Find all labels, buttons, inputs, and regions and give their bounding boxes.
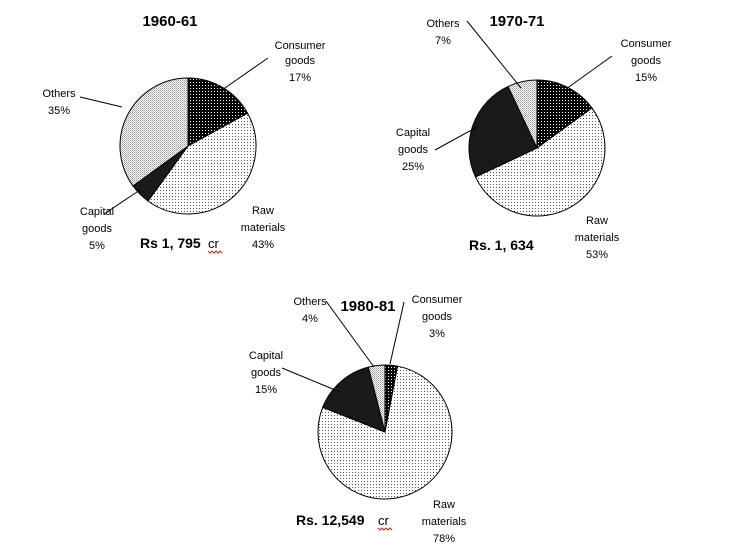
slice-name-label: Others (42, 88, 76, 100)
slice-name-label: materials (575, 232, 620, 244)
slice-name-label: Capital (80, 206, 114, 218)
leader-line (325, 300, 375, 368)
slice-name-label: goods (398, 144, 428, 156)
leader-line (79, 96, 123, 108)
pie-slice-others (367, 364, 386, 433)
leader-line (434, 126, 478, 151)
slice-percent-label: 78% (433, 533, 455, 545)
leader-line (103, 189, 141, 215)
slice-percent-label: 25% (402, 161, 424, 173)
total-value-label: Rs. 12,549 (296, 512, 365, 528)
slice-percent-label: 15% (635, 72, 657, 84)
pie-chart-title: 1980-81 (340, 298, 395, 315)
leader-line (389, 301, 405, 365)
slice-name-label: Consumer (621, 38, 672, 50)
pie-slice-others (507, 79, 538, 149)
pie-chart-1960-61: 1960-61 Consumer goods 17% Raw materials 43% Ca… (42, 13, 326, 254)
slice-percent-label: 53% (586, 249, 608, 261)
spellcheck-squiggle (377, 527, 393, 531)
pie-slice-raw-materials (474, 107, 606, 217)
slice-percent-label: 4% (302, 313, 318, 325)
pie-chart-title: 1970-71 (489, 13, 544, 30)
leader-line (565, 55, 613, 90)
slice-percent-label: 15% (255, 384, 277, 396)
total-value-label: Rs. 1, 634 (469, 237, 534, 253)
slice-name-label: goods (285, 55, 315, 67)
slice-name-label: Raw (586, 215, 608, 227)
leader-line (281, 367, 341, 393)
pie-slice-others (119, 77, 189, 187)
pie-chart-1980-81: 1980-81 Consumer goods 3% Raw materials 78% Cap… (249, 294, 467, 545)
pie-slice-capital-goods (468, 85, 538, 178)
pie-chart-1970-71: 1970-71 Consumer goods 15% Raw materials 53% Ca… (396, 13, 672, 261)
pie-slice-capital-goods (322, 366, 386, 433)
slice-name-label: Capital (396, 127, 430, 139)
slice-name-label: Consumer (412, 294, 463, 306)
slice-percent-label: 17% (289, 72, 311, 84)
slice-name-label: materials (241, 222, 286, 234)
spellcheck-squiggle (207, 250, 223, 254)
slice-percent-label: 7% (435, 35, 451, 47)
slice-name-label: goods (631, 55, 661, 67)
total-value-label: Rs 1, 795 (140, 235, 201, 251)
slice-name-label: materials (422, 516, 467, 528)
slice-name-label: Raw (433, 499, 455, 511)
total-unit-label: cr (208, 236, 220, 251)
slice-percent-label: 35% (48, 105, 70, 117)
slice-percent-label: 3% (429, 328, 445, 340)
leader-line (221, 57, 269, 91)
total-unit-label: cr (378, 513, 390, 528)
slice-name-label: Raw (252, 205, 274, 217)
pie-slice-consumer-goods (187, 77, 249, 147)
slice-name-label: Capital (249, 350, 283, 362)
slice-name-label: goods (422, 311, 452, 323)
leader-line (466, 20, 522, 89)
slice-name-label: goods (251, 367, 281, 379)
slice-name-label: Others (426, 18, 460, 30)
pie-slice-raw-materials (317, 365, 453, 500)
slice-name-label: Others (293, 296, 327, 308)
pie-chart-title: 1960-61 (142, 13, 197, 30)
slice-percent-label: 43% (252, 239, 274, 251)
slice-name-label: Consumer (275, 40, 326, 52)
slice-name-label: goods (82, 223, 112, 235)
pie-slice-raw-materials (147, 112, 257, 215)
slice-percent-label: 5% (89, 240, 105, 252)
